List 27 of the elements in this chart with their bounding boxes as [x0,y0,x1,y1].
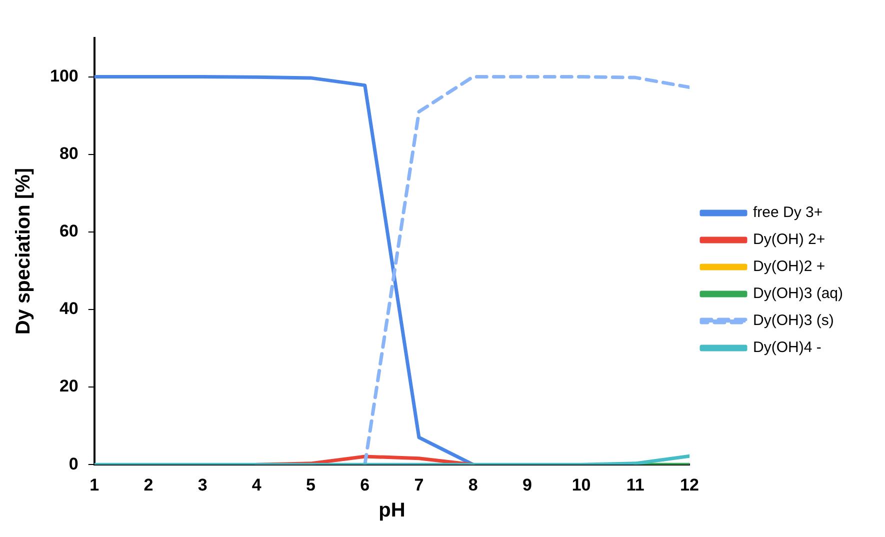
y-tick-label: 0 [68,454,78,474]
x-tick-label: 11 [626,475,644,494]
legend-label: Dy(OH)4 - [752,339,822,356]
x-tick-label: 8 [468,475,478,494]
x-tick-label: 1 [90,475,100,494]
x-tick-label: 4 [252,475,262,494]
x-tick-label: 3 [198,475,208,494]
y-tick-label: 60 [59,222,78,241]
y-axis-title: Dy speciation [%] [12,168,35,335]
line-series [363,75,690,465]
x-tick-label: 2 [144,475,154,494]
legend-label: Dy(OH) 2+ [752,231,826,248]
x-tick-label: 5 [306,475,316,494]
legend-label: Dy(OH)3 (aq) [752,285,844,302]
x-tick-label: 9 [522,475,532,494]
legend-label: Dy(OH)3 (s) [752,312,834,330]
x-axis-title: pH [378,500,406,522]
legend-label: Dy(OH)2 + [752,258,826,276]
x-tick-label: 12 [680,475,699,494]
y-tick-label: 100 [50,66,78,86]
y-tick-label: 20 [59,376,78,396]
x-tick-label: 7 [414,475,424,494]
y-tick-label: 80 [59,144,78,164]
x-tick-label: 10 [572,475,591,494]
y-tick-label: 40 [59,299,78,318]
legend-label: free Dy 3+ [752,204,823,222]
x-tick-label: 6 [360,475,370,494]
